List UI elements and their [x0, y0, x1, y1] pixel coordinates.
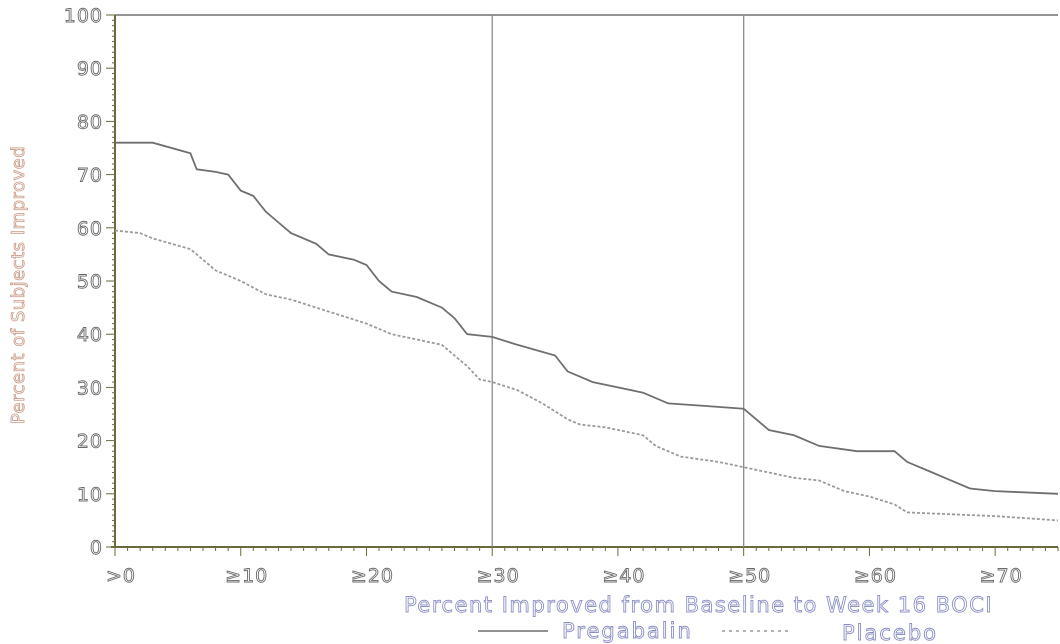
y-tick-label: 50: [77, 271, 103, 293]
x-tick-label: ≥60: [854, 565, 897, 587]
plot-frame: [111, 14, 1058, 548]
legend-label-placebo: Placebo: [842, 621, 938, 644]
legend: Pregabalin Placebo: [478, 619, 938, 644]
y-tick-label: 60: [77, 218, 103, 240]
x-tick-label: ≥40: [602, 565, 645, 587]
y-tick-label: 100: [64, 5, 103, 27]
x-axis-label: Percent Improved from Baseline to Week 1…: [404, 593, 993, 617]
y-tick-label: 0: [90, 537, 103, 559]
series-line-pregabalin: [115, 141, 1059, 495]
x-tick-label: ≥50: [728, 565, 771, 587]
y-axis-label: Percent of Subjects Improved: [8, 146, 29, 424]
y-tick-label: 40: [77, 324, 103, 346]
series-line-placebo: [114, 229, 1059, 522]
x-tick-label: ≥30: [477, 565, 520, 587]
y-tick-label: 10: [77, 484, 103, 506]
y-tick-label: 80: [77, 111, 103, 133]
y-tick-label: 90: [77, 58, 103, 80]
y-tick-label: 30: [77, 377, 103, 399]
series-layer: [114, 141, 1059, 522]
reference-lines: [491, 15, 745, 547]
y-axis: 0 10 20 30 40 50 60 70 80 90 100: [63, 5, 115, 559]
legend-label-pregabalin: Pregabalin: [562, 619, 693, 643]
x-tick-label: >0: [106, 565, 136, 587]
y-tick-label: 70: [77, 165, 103, 187]
x-tick-label: ≥70: [980, 565, 1023, 587]
x-tick-label: ≥20: [351, 565, 394, 587]
x-tick-label: ≥10: [225, 565, 268, 587]
y-tick-label: 20: [77, 431, 103, 453]
x-axis: >0 ≥10 ≥20 ≥30 ≥40 ≥50 ≥60 ≥70: [106, 547, 1059, 587]
